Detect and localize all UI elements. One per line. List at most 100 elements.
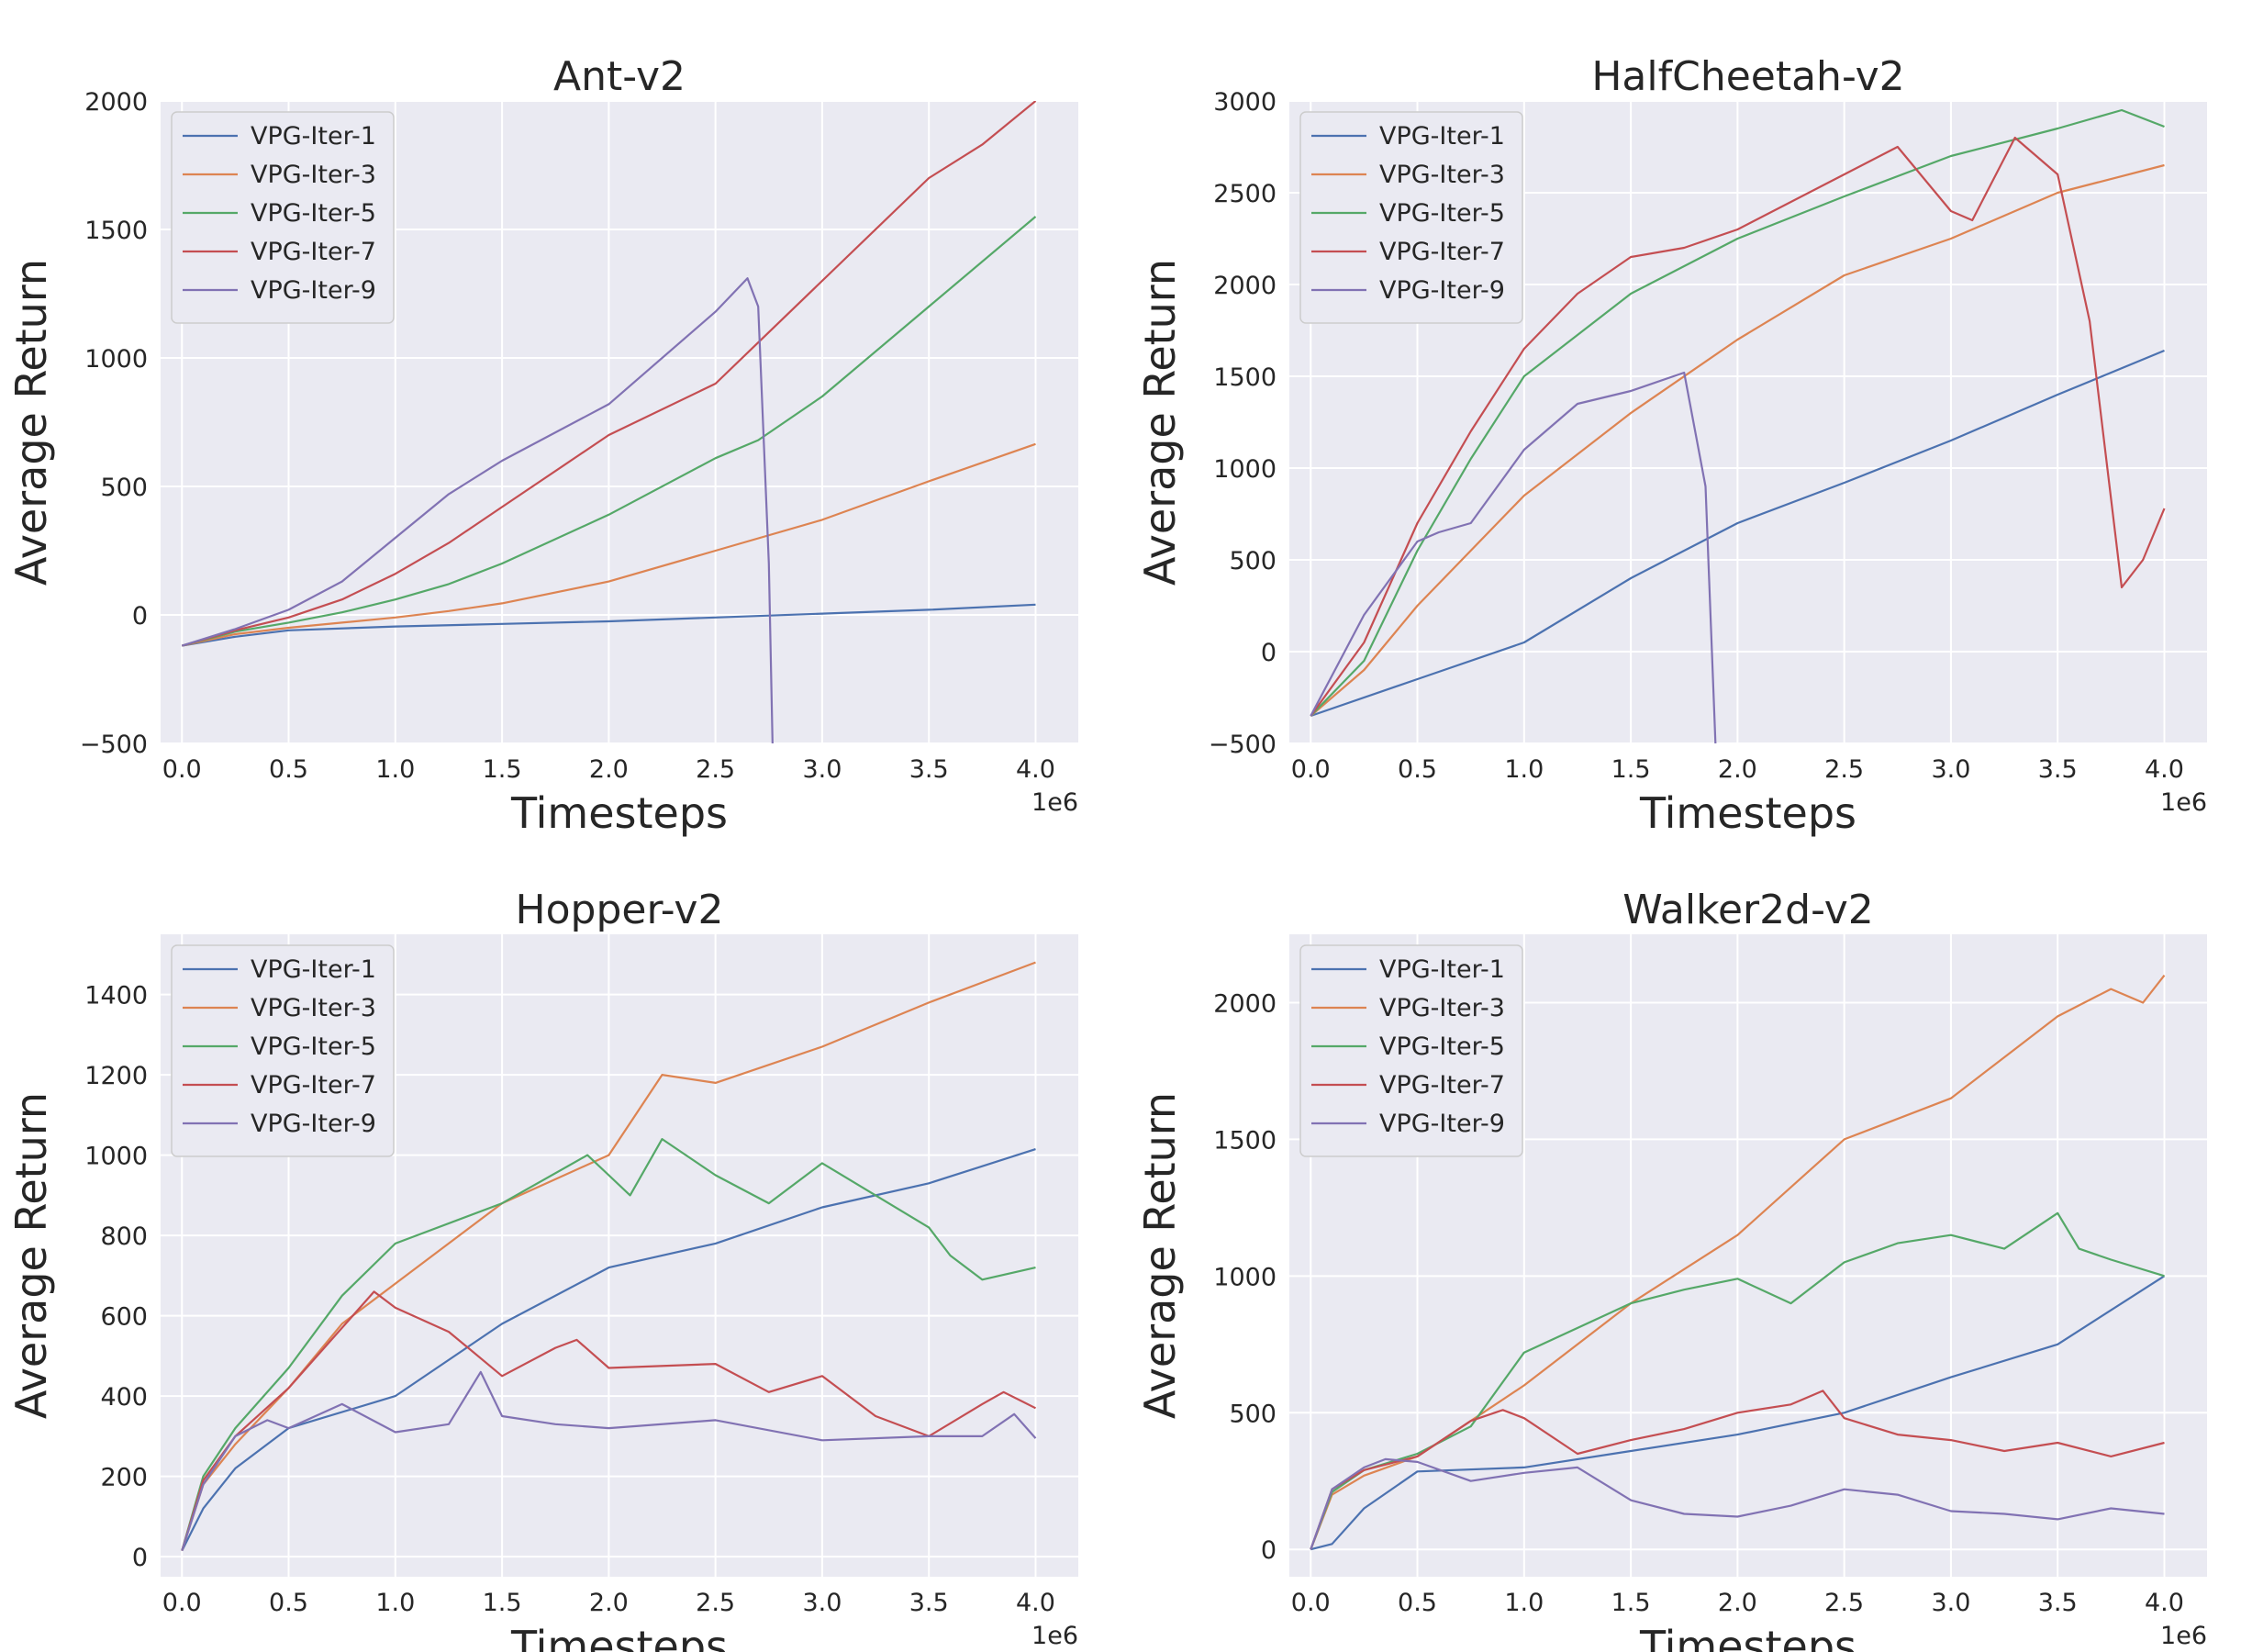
y-tick-label: 500: [100, 474, 148, 502]
y-tick-label: 1000: [84, 1143, 148, 1171]
series-group: [1310, 975, 2166, 1551]
legend-entry: VPG-Iter-9: [251, 1110, 376, 1138]
y-tick-label: 2000: [84, 88, 148, 117]
series-line-vpg-iter-5: [1310, 108, 2165, 717]
y-tick-label: 200: [100, 1464, 148, 1492]
chart-title: Hopper-v2: [516, 887, 724, 933]
series-line-vpg-iter-1: [182, 603, 1036, 647]
chart-title: HalfCheetah-v2: [1591, 53, 1904, 100]
chart-title: Ant-v2: [553, 53, 686, 100]
legend: VPG-Iter-1 VPG-Iter-3 VPG-Iter-5 VPG-Iter-7…: [171, 111, 395, 324]
y-tick-label: 1400: [84, 982, 148, 1010]
series-line-vpg-iter-9: [181, 1370, 1037, 1551]
y-tick-label: 1500: [1213, 1126, 1277, 1155]
x-tick-label: 3.5: [909, 755, 949, 784]
y-tick-label: 2000: [1213, 989, 1277, 1018]
x-tick-label: 1.0: [1504, 755, 1544, 784]
y-tick-label: 0: [132, 1544, 148, 1572]
x-tick-label: 3.5: [2038, 1589, 2078, 1617]
x-tick-label: 1.0: [375, 755, 415, 784]
x-offset-label: 1e6: [2160, 1622, 2207, 1650]
x-offset-label: 1e6: [1031, 1622, 1078, 1650]
y-tick-label: −500: [80, 731, 148, 759]
series-group: [181, 101, 1037, 743]
legend-entry: VPG-Iter-9: [1379, 1110, 1505, 1138]
x-tick-label: 4.0: [1016, 755, 1055, 784]
x-tick-label: 1.5: [483, 755, 522, 784]
x-tick-label: 0.5: [1398, 1589, 1437, 1617]
y-tick-label: 2500: [1213, 180, 1277, 208]
y-tick-label: 800: [100, 1222, 148, 1251]
x-axis-label: Timesteps: [510, 788, 728, 838]
x-tick-label: 3.0: [1931, 1589, 1970, 1617]
y-tick-label: 1000: [1213, 1263, 1277, 1291]
legend-entry: VPG-Iter-1: [251, 122, 376, 151]
legend-entry: VPG-Iter-7: [1379, 1071, 1505, 1099]
y-tick-label: 500: [1229, 547, 1277, 575]
x-tick-label: 3.5: [2038, 755, 2078, 784]
chart-2: 0.0 0.5 1.0 1.5 2.0 2.5 3.0 3.5 4.0 0 200 400 600 800…: [6, 887, 1078, 1652]
y-axis-label: Average Return: [6, 1092, 56, 1419]
legend-entry: VPG-Iter-5: [1379, 199, 1505, 228]
x-offset-label: 1e6: [2160, 788, 2207, 817]
series-line-vpg-iter-1: [1310, 1275, 2166, 1551]
chart-3: 0.0 0.5 1.0 1.5 2.0 2.5 3.0 3.5 4.0 0 500 1000 1500 2…: [1135, 887, 2207, 1652]
x-axis-label: Timesteps: [510, 1622, 728, 1652]
x-tick-label: 1.0: [1504, 1589, 1544, 1617]
series-line-vpg-iter-9: [1310, 371, 1717, 743]
x-tick-label: 2.5: [696, 1589, 735, 1617]
series-line-vpg-iter-3: [1310, 975, 2166, 1550]
y-tick-label: 1500: [1213, 363, 1277, 392]
x-tick-label: 4.0: [2145, 755, 2184, 784]
y-tick-label: 1500: [84, 217, 148, 245]
chart-1: 0.0 0.5 1.0 1.5 2.0 2.5 3.0 3.5 4.0 −500 0 500 1000 1…: [1135, 53, 2207, 838]
x-tick-label: 2.5: [1824, 1589, 1864, 1617]
x-tick-label: 1.5: [1611, 755, 1651, 784]
legend: VPG-Iter-1 VPG-Iter-3 VPG-Iter-5 VPG-Iter-7…: [171, 944, 395, 1157]
series-group: [1310, 108, 2166, 743]
y-tick-label: 600: [100, 1303, 148, 1332]
x-tick-label: 1.5: [1611, 1589, 1651, 1617]
legend-entry: VPG-Iter-7: [1379, 238, 1505, 266]
legend-entry: VPG-Iter-5: [1379, 1032, 1505, 1061]
series-line-vpg-iter-5: [181, 1138, 1036, 1551]
x-tick-label: 1.0: [375, 1589, 415, 1617]
x-axis-label: Timesteps: [1639, 1622, 1856, 1652]
y-axis-label: Average Return: [1135, 259, 1185, 586]
legend-entry: VPG-Iter-3: [251, 994, 376, 1022]
x-offset-label: 1e6: [1031, 788, 1078, 817]
x-tick-label: 0.5: [1398, 755, 1437, 784]
legend-entry: VPG-Iter-1: [1379, 122, 1505, 151]
legend-entry: VPG-Iter-9: [251, 276, 376, 305]
legend-entry: VPG-Iter-3: [251, 161, 376, 189]
x-tick-label: 2.0: [589, 755, 629, 784]
legend-entry: VPG-Iter-5: [251, 199, 376, 228]
x-tick-label: 1.5: [483, 1589, 522, 1617]
x-tick-label: 4.0: [1016, 1589, 1055, 1617]
legend-entry: VPG-Iter-1: [1379, 955, 1505, 984]
x-tick-label: 3.0: [1931, 755, 1970, 784]
x-tick-label: 0.5: [269, 1589, 308, 1617]
legend-box: [171, 944, 395, 1157]
legend-box: [1299, 111, 1523, 324]
y-tick-label: 0: [1261, 1536, 1277, 1565]
series-line-vpg-iter-1: [181, 1148, 1036, 1552]
series-line-vpg-iter-7: [1310, 1390, 2165, 1550]
x-tick-label: 4.0: [2145, 1589, 2184, 1617]
x-tick-label: 0.0: [162, 755, 202, 784]
y-tick-label: 400: [100, 1383, 148, 1412]
y-tick-label: −500: [1209, 731, 1277, 759]
legend-entry: VPG-Iter-7: [251, 1071, 376, 1099]
x-tick-label: 2.0: [1718, 1589, 1757, 1617]
legend-entry: VPG-Iter-7: [251, 238, 376, 266]
y-tick-label: 500: [1229, 1400, 1277, 1428]
legend-box: [1299, 944, 1523, 1157]
y-axis-label: Average Return: [6, 259, 56, 586]
y-tick-label: 1000: [1213, 455, 1277, 484]
y-tick-label: 3000: [1213, 88, 1277, 117]
y-axis-label: Average Return: [1135, 1092, 1185, 1419]
x-tick-label: 0.5: [269, 755, 308, 784]
x-tick-label: 3.5: [909, 1589, 949, 1617]
x-tick-label: 0.0: [1291, 755, 1331, 784]
